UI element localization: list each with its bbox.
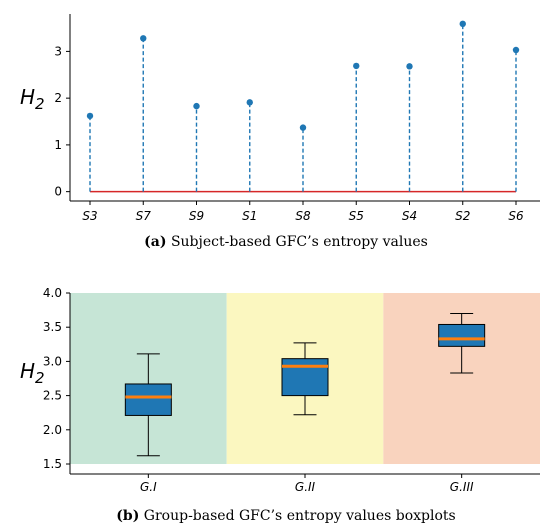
x-tick-label-s7: S7	[136, 209, 152, 223]
stem-chart-axes	[69, 14, 540, 202]
y-tick-label: 1.5	[43, 457, 62, 471]
x-tick-label-s4: S4	[402, 209, 417, 223]
y-tick-label: 3	[54, 44, 62, 58]
stem-marker-s1	[246, 99, 253, 106]
y-tick-label: 2.5	[43, 389, 62, 403]
x-tick-label-s5: S5	[349, 209, 364, 223]
stem-marker-s4	[406, 63, 413, 70]
stem-chart-x-ticks: S3 S7 S9 S1 S8 S5 S4 S2 S6	[82, 201, 524, 223]
stem-chart: 0 1 2 3 S3 S7 S9 S1 S8 S5 S4 S2 S6 H2 (a) Subject-b…	[20, 14, 540, 250]
x-tick-label-s2: S2	[455, 209, 470, 223]
box-group-1	[124, 383, 172, 416]
stem-chart-marks	[86, 20, 520, 193]
stem-marker-s9	[193, 102, 200, 110]
boxplot-marks	[124, 313, 486, 457]
box-group-2	[281, 358, 329, 397]
boxplot-y-ticks: 1.5 2.0 2.5 3.0 3.5 4.0	[43, 286, 70, 471]
y-tick-label: 2	[54, 91, 62, 105]
stem-chart-ylabel: H2	[20, 85, 45, 113]
stem-marker-s5	[353, 62, 360, 70]
stem-marker-s3	[86, 112, 94, 120]
x-tick-label-group-1: G.I	[140, 480, 157, 494]
stem-marker-s6	[512, 46, 520, 54]
boxplot-caption: (b) Group-based GFC’s entropy values box…	[116, 508, 455, 524]
stem-marker-s2	[459, 20, 466, 28]
x-tick-label-s9: S9	[189, 209, 204, 223]
stem-chart-y-ticks: 0 1 2 3	[54, 44, 70, 199]
y-tick-label: 4.0	[43, 286, 62, 300]
x-tick-label-s3: S3	[82, 209, 97, 223]
stem-chart-caption: (a) Subject-based GFC’s entropy values	[144, 234, 428, 250]
y-tick-label: 0	[54, 185, 62, 199]
stem-marker-s8	[299, 124, 307, 131]
x-tick-label-group-2: G.II	[295, 480, 316, 494]
y-tick-label: 3.0	[43, 354, 62, 368]
boxplot-ylabel: H2	[20, 359, 45, 387]
boxplot-chart: 1.5 2.0 2.5 3.0 3.5 4.0 G.I G.II G.III H2 (b) G…	[20, 286, 540, 524]
x-tick-label-s6: S6	[508, 209, 524, 223]
x-tick-label-s8: S8	[295, 209, 311, 223]
y-tick-label: 2.0	[43, 423, 62, 437]
boxplot-x-ticks: G.I G.II G.III	[140, 474, 474, 494]
stem-marker-s7	[140, 35, 147, 42]
x-tick-label-s1: S1	[242, 209, 257, 223]
y-tick-label: 1	[54, 138, 62, 152]
y-tick-label: 3.5	[43, 320, 62, 334]
x-tick-label-group-3: G.III	[450, 480, 474, 494]
box-group-3	[438, 323, 486, 347]
